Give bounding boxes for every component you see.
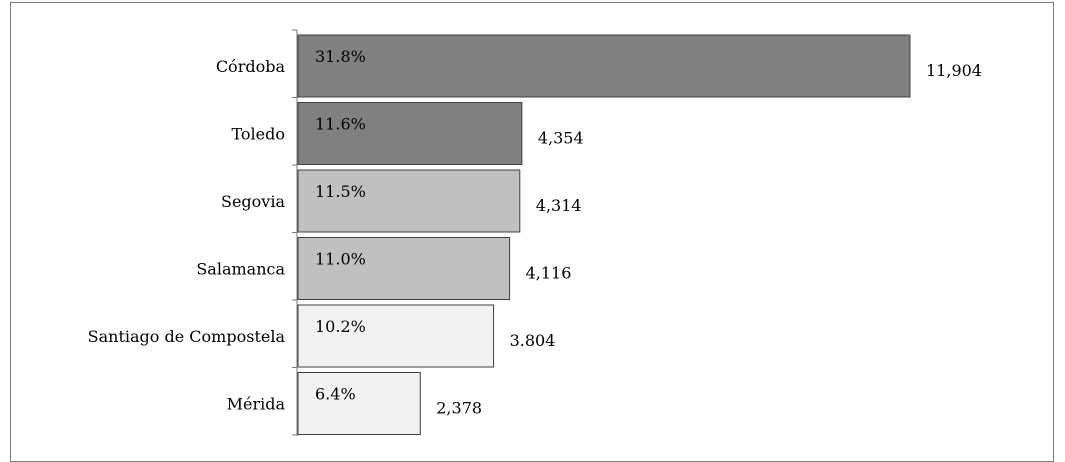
percent-label: 10.2% [315,317,366,336]
category-label: Salamanca [196,260,285,279]
percent-label: 11.6% [315,115,366,134]
percent-label: 31.8% [315,47,366,66]
value-label: 4,354 [538,129,584,148]
percent-label: 11.5% [315,182,366,201]
bar-4 [297,304,495,368]
bars [297,34,911,435]
labels: Córdoba 31.8% 11,904 Toledo 11.6% 4,354 Segovi… [88,47,982,418]
bar-2 [297,169,521,233]
value-label: 4,116 [526,264,572,283]
category-label: Toledo [231,125,285,144]
bar-1 [297,102,523,165]
category-axis [292,29,298,436]
bar-5 [297,372,421,435]
category-label: Segovia [221,192,285,211]
value-label: 2,378 [436,399,482,418]
bar-3 [297,237,511,300]
bar-0 [297,34,911,98]
category-label: Santiago de Compostela [88,327,286,346]
category-label: Córdoba [216,57,286,76]
category-label: Mérida [227,395,286,414]
value-label: 11,904 [926,61,982,80]
percent-label: 11.0% [315,250,366,269]
value-label: 4,314 [536,196,582,215]
value-label: 3.804 [510,331,556,350]
percent-label: 6.4% [315,385,356,404]
